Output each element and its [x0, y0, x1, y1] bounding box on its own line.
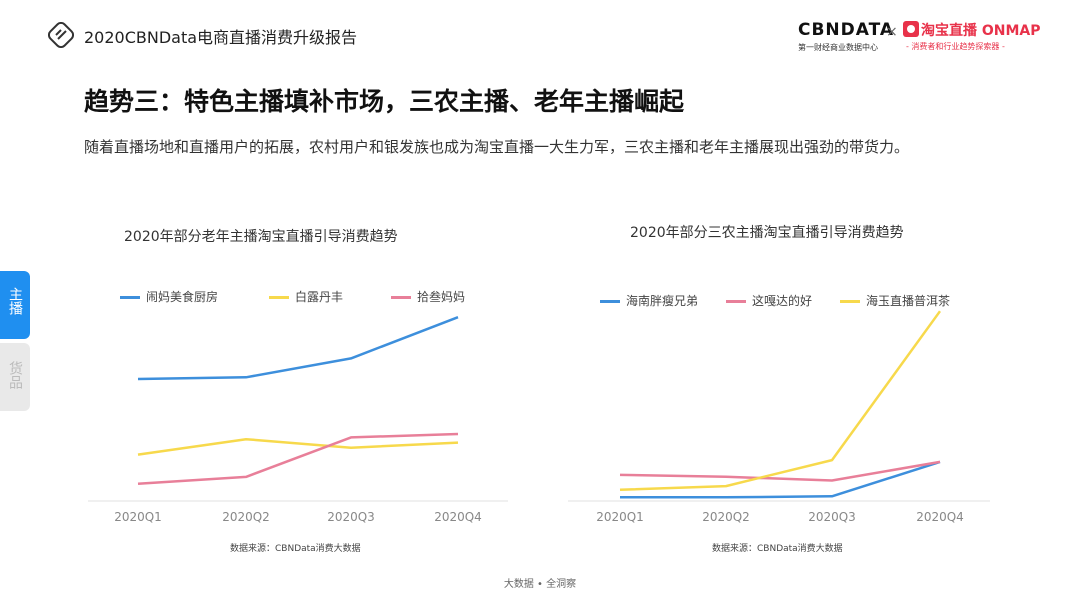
legend-item: 这嘎达的好: [726, 292, 812, 309]
x-tick-label: 2020Q1: [596, 510, 644, 524]
series-line: [619, 310, 942, 492]
cbndata-logo-subtitle: 第一财经商业数据中心: [798, 43, 878, 52]
chart-title-elderly: 2020年部分老年主播淘宝直播引导消费趋势: [124, 229, 398, 245]
tab-goods[interactable]: 货品: [0, 343, 30, 411]
x-tick-label: 2020Q3: [327, 510, 375, 524]
legend-item: 海南胖瘦兄弟: [600, 292, 698, 309]
tab-anchor-label: 主播: [7, 287, 23, 315]
taobao-live-icon: [903, 21, 919, 37]
legend-item: 拾叁妈妈: [391, 288, 465, 305]
brand-separator: ×: [886, 24, 898, 40]
tab-anchor[interactable]: 主播: [0, 271, 30, 339]
x-tick-label: 2020Q4: [434, 510, 482, 524]
data-source-note: 数据来源：CBNData消费大数据: [712, 544, 843, 554]
x-tick-label: 2020Q2: [702, 510, 750, 524]
report-header: 2020CBNData电商直播消费升级报告 CBNDATA 第一财经商业数据中心…: [0, 0, 1080, 70]
report-title: 2020CBNData电商直播消费升级报告: [84, 28, 358, 47]
series-line: [137, 316, 459, 381]
x-tick-label: 2020Q1: [114, 510, 162, 524]
page-title: 趋势三：特色主播填补市场，三农主播、老年主播崛起: [84, 87, 685, 116]
taobao-live-logo-subtitle: - 消费者和行业趋势探索器 -: [906, 42, 1005, 51]
series-line: [619, 460, 941, 482]
taobao-live-logo: 淘宝直播 ONMAP: [921, 23, 1041, 39]
legend-item: 海玉直播普洱茶: [840, 292, 950, 309]
cbndata-logo-icon: [48, 22, 74, 48]
x-tick-label: 2020Q2: [222, 510, 270, 524]
cbndata-logo: CBNDATA: [798, 20, 895, 40]
data-source-note: 数据来源：CBNData消费大数据: [230, 544, 361, 554]
tab-goods-label: 货品: [7, 361, 23, 389]
x-tick-label: 2020Q4: [916, 510, 964, 524]
series-line: [620, 460, 941, 499]
series-line: [137, 432, 459, 486]
page-subtitle: 随着直播场地和直播用户的拓展，农村用户和银发族也成为淘宝直播一大生力军，三农主播…: [84, 138, 910, 156]
legend-item: 闹妈美食厨房: [120, 288, 218, 305]
chart-title-agriculture: 2020年部分三农主播淘宝直播引导消费趋势: [630, 225, 904, 241]
x-tick-label: 2020Q3: [808, 510, 856, 524]
series-line: [137, 437, 459, 456]
legend-item: 白露丹丰: [269, 288, 343, 305]
footer-slogan: 大数据 • 全洞察: [503, 579, 577, 590]
